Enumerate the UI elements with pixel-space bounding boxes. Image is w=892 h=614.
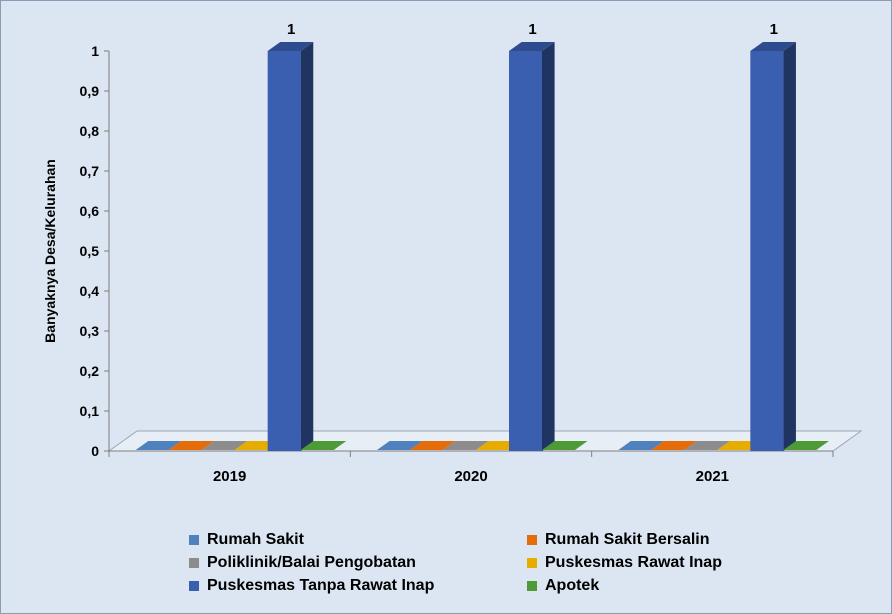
y-tick-label: 0,3 <box>80 323 100 339</box>
bar-top <box>410 441 456 450</box>
bar <box>377 441 423 450</box>
legend-label: Puskesmas Rawat Inap <box>545 554 722 571</box>
bar <box>651 441 697 450</box>
bar <box>300 441 347 450</box>
bar-top <box>684 441 730 450</box>
legend-swatch-rumah-sakit <box>189 535 199 545</box>
legend-swatch-puskesmas-rawat-inap <box>527 558 537 568</box>
legend-label: Rumah Sakit Bersalin <box>545 531 710 548</box>
bar-front <box>750 51 784 451</box>
y-axis-label: Banyaknya Desa/Kelurahan <box>42 159 58 343</box>
y-tick-label: 0,9 <box>80 83 100 99</box>
x-tick-label: 2020 <box>454 468 487 485</box>
data-label: 1 <box>528 21 536 38</box>
bar-top <box>618 441 664 450</box>
legend-item-rumah-sakit: Rumah Sakit <box>189 529 527 551</box>
legend-swatch-poliklinik <box>189 558 199 568</box>
bar-top <box>443 441 489 450</box>
bar <box>443 441 489 450</box>
bar <box>509 42 555 451</box>
y-tick-label: 0,1 <box>80 403 100 419</box>
legend-swatch-apotek <box>527 581 537 591</box>
bar-top <box>135 441 182 450</box>
bar-top <box>783 441 829 450</box>
y-tick-label: 0,4 <box>80 283 100 299</box>
legend-item-rumah-sakit-bersalin: Rumah Sakit Bersalin <box>527 529 767 551</box>
bar-side <box>300 42 314 451</box>
bar-front <box>509 51 542 451</box>
bar <box>168 441 215 450</box>
bar <box>618 441 664 450</box>
bar <box>783 441 829 450</box>
bar-front <box>267 51 301 451</box>
legend-label: Apotek <box>545 577 600 594</box>
legend-swatch-rumah-sakit-bersalin <box>527 535 537 545</box>
y-tick-label: 0 <box>91 443 99 459</box>
bar-top <box>300 441 347 450</box>
bar <box>267 42 314 451</box>
legend-label: Rumah Sakit <box>207 531 304 548</box>
bar <box>684 441 730 450</box>
legend-label: Poliklinik/Balai Pengobatan <box>207 554 416 571</box>
legend: Rumah Sakit Rumah Sakit Bersalin Polikli… <box>189 529 769 597</box>
bar <box>201 441 248 450</box>
bar-top <box>377 441 423 450</box>
y-tick-label: 0,6 <box>80 203 100 219</box>
y-tick-label: 0,5 <box>80 243 100 259</box>
bar-top <box>750 42 796 51</box>
legend-item-puskesmas-tanpa-rawat-inap: Puskesmas Tanpa Rawat Inap <box>189 575 527 597</box>
y-tick-label: 0,2 <box>80 363 100 379</box>
y-tick-label: 0,7 <box>80 163 100 179</box>
bar <box>135 441 182 450</box>
y-tick-label: 1 <box>91 43 99 59</box>
bar-top <box>201 441 248 450</box>
bar-top <box>509 42 555 51</box>
legend-label: Puskesmas Tanpa Rawat Inap <box>207 577 435 594</box>
bar-top <box>651 441 697 450</box>
data-label: 1 <box>770 21 778 38</box>
legend-item-poliklinik: Poliklinik/Balai Pengobatan <box>189 552 527 574</box>
bar-top <box>542 441 588 450</box>
x-tick-label: 2021 <box>696 468 729 485</box>
bar-top <box>267 42 314 51</box>
bar-top <box>168 441 215 450</box>
bar-side <box>783 42 796 451</box>
legend-item-apotek: Apotek <box>527 575 767 597</box>
x-tick-label: 2019 <box>213 468 246 485</box>
data-label: 1 <box>287 21 295 38</box>
legend-item-puskesmas-rawat-inap: Puskesmas Rawat Inap <box>527 552 767 574</box>
chart-plot: 0 0,1 0,2 0,3 0,4 0,5 0,6 0,7 0,8 0,9 1 2019 2020 20… <box>42 21 863 485</box>
legend-swatch-puskesmas-tanpa-rawat-inap <box>189 581 199 591</box>
bar <box>542 441 588 450</box>
bar <box>410 441 456 450</box>
bar-side <box>542 42 555 451</box>
bar <box>750 42 796 451</box>
y-tick-label: 0,8 <box>80 123 100 139</box>
